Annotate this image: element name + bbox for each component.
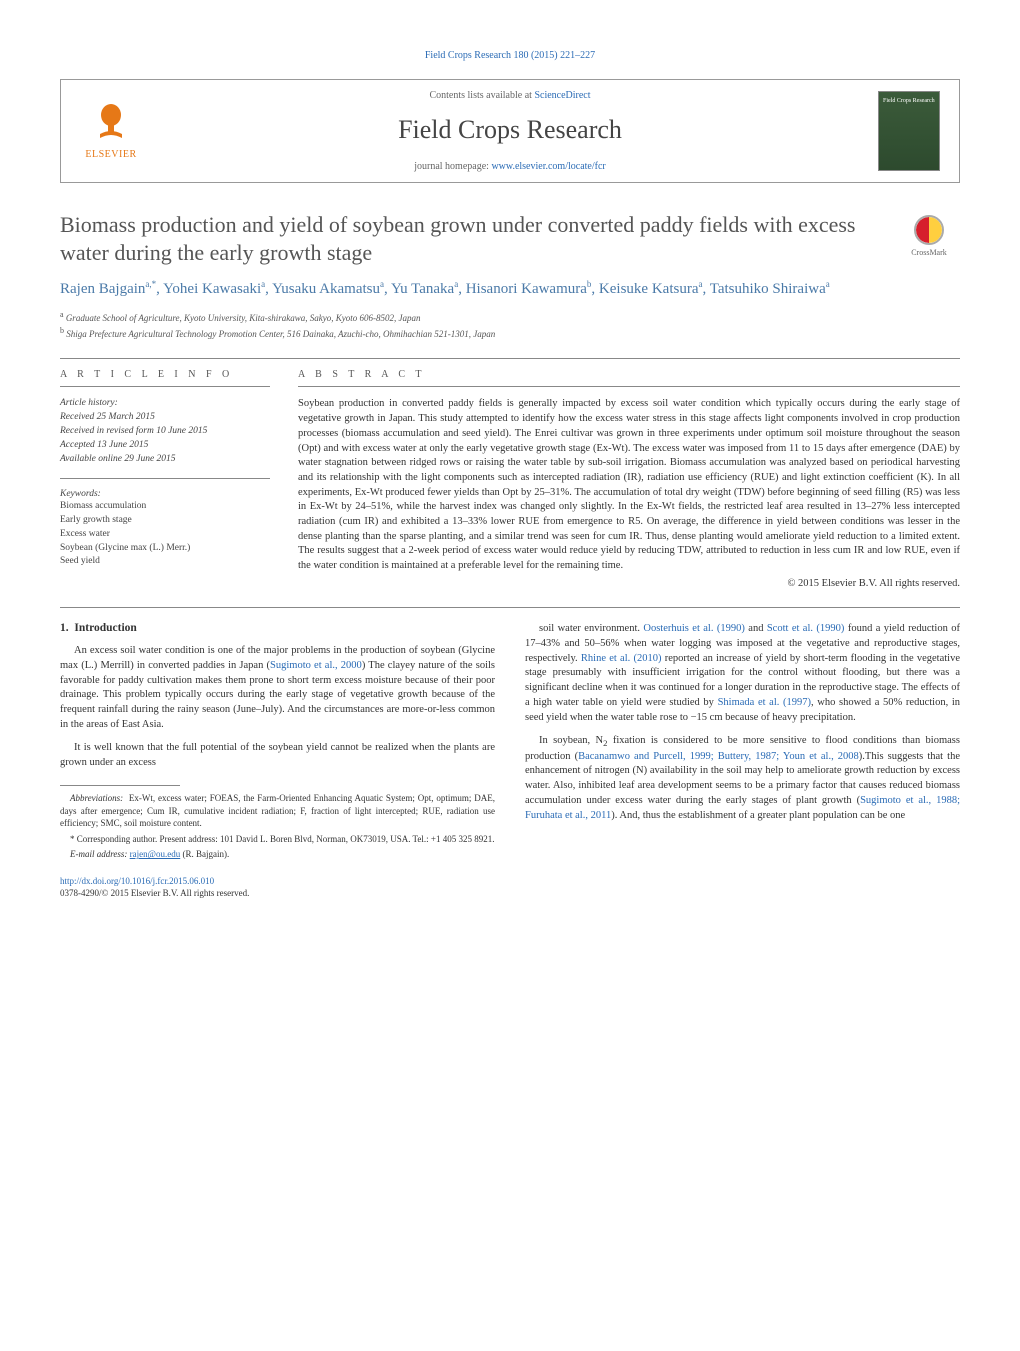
issn-copyright: 0378-4290/© 2015 Elsevier B.V. All right…: [60, 888, 249, 898]
affiliation-a: a Graduate School of Agriculture, Kyoto …: [60, 309, 960, 325]
keyword: Excess water: [60, 528, 270, 542]
article-title: Biomass production and yield of soybean …: [60, 211, 880, 266]
abstract-heading: A B S T R A C T: [298, 369, 960, 380]
body-paragraph: soil water environment. Oosterhuis et al…: [525, 622, 960, 726]
body-paragraph: An excess soil water condition is one of…: [60, 644, 495, 733]
keyword: Biomass accumulation: [60, 500, 270, 514]
homepage-link[interactable]: www.elsevier.com/locate/fcr: [491, 161, 605, 172]
affiliations: a Graduate School of Agriculture, Kyoto …: [60, 309, 960, 340]
crossmark-badge[interactable]: CrossMark: [898, 215, 960, 257]
rule: [60, 358, 960, 359]
abstract-text: Soybean production in converted paddy fi…: [298, 397, 960, 573]
section-heading: 1. Introduction: [60, 622, 495, 634]
rule: [298, 386, 960, 387]
affiliation-b: b Shiga Prefecture Agricultural Technolo…: [60, 325, 960, 341]
sciencedirect-link[interactable]: ScienceDirect: [534, 90, 590, 101]
contents-available: Contents lists available at ScienceDirec…: [161, 90, 859, 101]
article-history: Article history: Received 25 March 2015 …: [60, 397, 270, 466]
citation-link[interactable]: Oosterhuis et al. (1990): [643, 623, 744, 634]
citation-link[interactable]: Shimada et al. (1997): [718, 697, 811, 708]
authors-list: Rajen Bajgaina,*, Yohei Kawasakia, Yusak…: [60, 278, 960, 299]
keywords-label: Keywords:: [60, 489, 270, 499]
rule: [60, 386, 270, 387]
body-col-1: An excess soil water condition is one of…: [60, 644, 495, 771]
journal-header: ELSEVIER Contents lists available at Sci…: [60, 79, 960, 183]
crossmark-label: CrossMark: [898, 248, 960, 257]
elsevier-tree-icon: [85, 102, 136, 149]
body-paragraph: It is well known that the full potential…: [60, 741, 495, 771]
doi-block: http://dx.doi.org/10.1016/j.fcr.2015.06.…: [60, 875, 495, 899]
citation-link[interactable]: Bacanamwo and Purcell, 1999; Buttery, 19…: [578, 751, 859, 762]
rule: [60, 607, 960, 608]
body-col-2: soil water environment. Oosterhuis et al…: [525, 622, 960, 824]
keywords-list: Biomass accumulation Early growth stage …: [60, 500, 270, 569]
journal-cover: Field Crops Research: [859, 80, 959, 182]
crossmark-icon: [914, 215, 944, 245]
keyword: Soybean (Glycine max (L.) Merr.): [60, 542, 270, 556]
corr-email-link[interactable]: rajen@ou.edu: [130, 849, 181, 859]
rule: [60, 478, 270, 479]
publisher-logo: ELSEVIER: [61, 80, 161, 182]
publisher-name: ELSEVIER: [85, 149, 136, 160]
abstract-copyright: © 2015 Elsevier B.V. All rights reserved…: [298, 578, 960, 589]
footnote-rule: [60, 785, 180, 786]
article-info-heading: A R T I C L E I N F O: [60, 369, 270, 380]
journal-reference: Field Crops Research 180 (2015) 221–227: [60, 50, 960, 61]
journal-name: Field Crops Research: [161, 115, 859, 145]
citation-link[interactable]: Scott et al. (1990): [767, 623, 845, 634]
citation-link[interactable]: Sugimoto et al., 1988; Furuhata et al., …: [525, 795, 960, 821]
cover-label: Field Crops Research: [883, 98, 935, 105]
footnotes: Abbreviations: Ex-Wt, excess water; FOEA…: [60, 792, 495, 861]
citation-link[interactable]: Rhine et al. (2010): [581, 653, 662, 664]
keyword: Early growth stage: [60, 514, 270, 528]
doi-link[interactable]: http://dx.doi.org/10.1016/j.fcr.2015.06.…: [60, 876, 214, 886]
keyword: Seed yield: [60, 555, 270, 569]
body-paragraph: In soybean, N2 fixation is considered to…: [525, 734, 960, 824]
citation-link[interactable]: Sugimoto et al., 2000: [270, 660, 362, 671]
journal-homepage: journal homepage: www.elsevier.com/locat…: [161, 161, 859, 172]
